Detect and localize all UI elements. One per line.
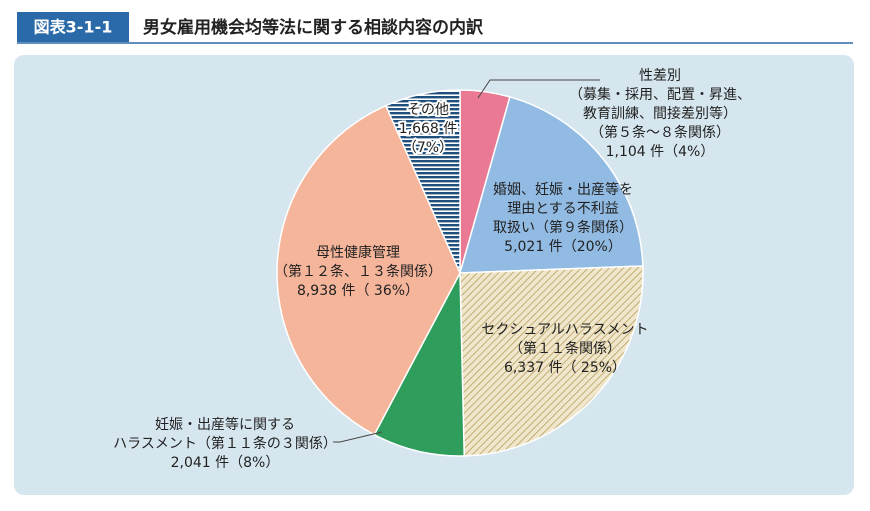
pie-slice — [384, 89, 461, 274]
chart-title: 男女雇用機会均等法に関する相談内容の内訳 — [143, 17, 484, 38]
category-label: その他 — [407, 102, 449, 118]
figure-label: 図表3-1-1 — [34, 18, 113, 37]
value-label: 1,668 件 — [399, 121, 458, 137]
category-label: 母性健康管理 — [316, 244, 400, 261]
value-label: 5,021 件（20%） — [504, 239, 622, 255]
value-label: （7%） — [403, 140, 453, 156]
pie-slice — [276, 104, 461, 436]
category-label: 性差別 — [639, 68, 681, 84]
leader-line — [477, 79, 600, 99]
value-label: 2,041 件（8%） — [171, 455, 280, 471]
category-label: 妊娠・出産等に関する — [155, 416, 295, 433]
leader-line — [333, 431, 383, 443]
category-label: （第１２条、１３条関係） — [274, 263, 442, 280]
figure-label-box — [17, 12, 129, 42]
pie — [276, 89, 644, 457]
value-label: 6,337 件（ 25%） — [504, 360, 626, 376]
category-label: 教育訓練、間接差別等） — [583, 105, 737, 122]
pie-slice — [459, 265, 644, 457]
category-label: セクシュアルハラスメント — [481, 322, 648, 338]
pie-slice — [458, 96, 644, 274]
category-label: （募集・採用、配置・昇進、 — [569, 86, 751, 103]
category-label: （第１１条関係） — [509, 340, 621, 357]
pie-slice — [373, 270, 466, 457]
category-label: （第５条～８条関係） — [590, 124, 730, 141]
category-label: 理由とする不利益 — [507, 201, 619, 217]
category-label: ハラスメント（第１１条の３関係） — [113, 435, 337, 452]
category-label: 取扱い（第９条関係） — [493, 219, 633, 236]
labels: 性差別 （募集・採用、配置・昇進、教育訓練、間接差別等） （第５条～８条関係） 1,1… — [113, 68, 751, 471]
value-label: 8,938 件（ 36%） — [297, 283, 419, 299]
value-label: 1,104 件（4%） — [606, 144, 715, 160]
category-label: 婚姻、妊娠・出産等を — [493, 181, 633, 198]
